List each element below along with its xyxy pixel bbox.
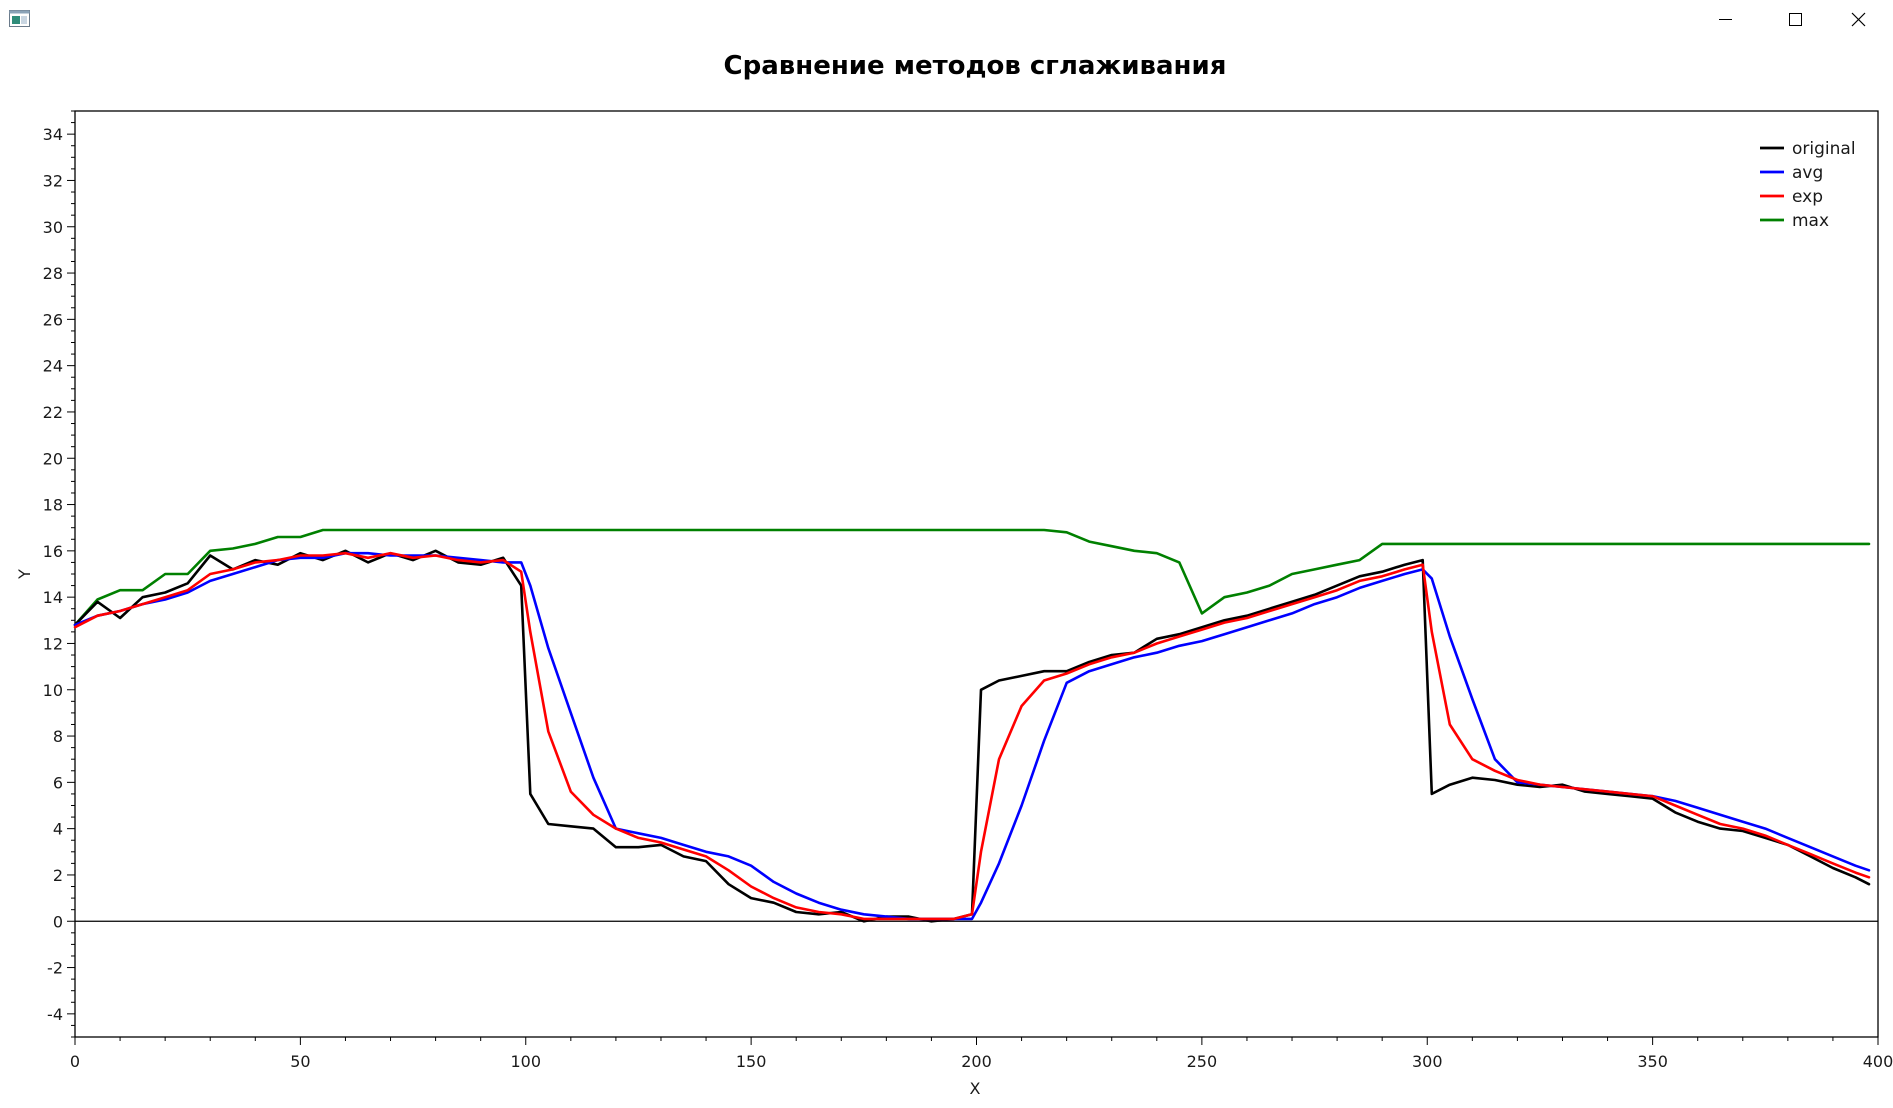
x-tick-label: 0 — [70, 1052, 80, 1071]
y-tick-label: 22 — [43, 403, 63, 422]
y-tick-label: 26 — [43, 310, 63, 329]
title-bar — [0, 0, 1893, 38]
series-line-max — [73, 528, 1871, 627]
y-tick-label: -2 — [47, 959, 63, 978]
y-tick-label: 28 — [43, 264, 63, 283]
series-line-exp — [73, 551, 1871, 921]
x-tick-label: 150 — [736, 1052, 767, 1071]
legend-label-avg: avg — [1792, 163, 1823, 183]
plot-area — [74, 110, 1879, 1038]
y-tick-label: 16 — [43, 542, 63, 561]
legend-label-original: original — [1792, 139, 1856, 159]
x-tick-label: 200 — [961, 1052, 992, 1071]
x-tick-label: 250 — [1187, 1052, 1218, 1071]
maximize-button[interactable] — [1760, 0, 1830, 38]
close-button[interactable] — [1823, 0, 1893, 38]
axes: 0 50 100 150 200 250 300 350 400-4-2024681012141… — [43, 110, 1893, 1071]
series-line-avg — [73, 551, 1871, 921]
y-tick-label: 6 — [53, 773, 63, 792]
y-tick-label: 2 — [53, 866, 63, 885]
legend-label-exp: exp — [1792, 187, 1823, 207]
app-window-icon — [9, 10, 30, 27]
x-tick-label: 400 — [1863, 1052, 1893, 1071]
y-tick-label: 18 — [43, 496, 63, 515]
plot-frame — [74, 110, 1879, 1038]
y-tick-label: 24 — [43, 357, 63, 376]
close-icon — [1851, 12, 1866, 27]
y-tick-label: 10 — [43, 681, 63, 700]
x-tick-label: 50 — [290, 1052, 310, 1071]
minimize-icon — [1719, 19, 1732, 20]
y-tick-label: 34 — [43, 125, 63, 144]
line-chart: Сравнение методов сглаживания 0 50 100 150 2… — [15, 51, 1893, 1098]
series-lines — [73, 528, 1871, 923]
y-tick-label: 32 — [43, 171, 63, 190]
x-axis-label: X — [970, 1079, 981, 1098]
y-tick-label: 0 — [53, 912, 63, 931]
y-tick-label: 8 — [53, 727, 63, 746]
y-axis-label: Y — [15, 569, 34, 580]
x-tick-label: 350 — [1637, 1052, 1668, 1071]
minimize-button[interactable] — [1690, 0, 1760, 38]
y-tick-label: 12 — [43, 634, 63, 653]
chart-title: Сравнение методов сглаживания — [724, 51, 1227, 81]
maximize-icon — [1789, 13, 1802, 26]
y-tick-label: 4 — [53, 820, 63, 839]
y-tick-label: -4 — [47, 1005, 63, 1024]
x-tick-label: 100 — [510, 1052, 541, 1071]
y-tick-label: 14 — [43, 588, 63, 607]
series-line-original — [73, 549, 1871, 923]
legend: original avg exp max — [1760, 139, 1856, 231]
y-tick-label: 20 — [43, 449, 63, 468]
legend-label-max: max — [1792, 211, 1829, 231]
y-tick-label: 30 — [43, 218, 63, 237]
x-tick-label: 300 — [1412, 1052, 1443, 1071]
